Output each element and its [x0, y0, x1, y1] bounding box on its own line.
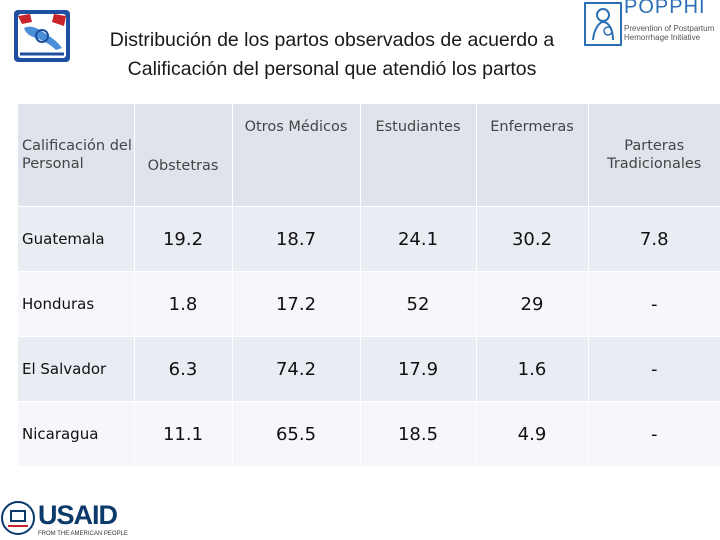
usaid-wordmark: USAID [38, 500, 118, 530]
table-cell: 1.8 [133, 271, 232, 337]
column-header: Obstetras [133, 104, 232, 207]
usaid-eagle-seal-icon [1, 501, 35, 535]
table-cell: 29 [475, 271, 588, 337]
table-header-row: Calificación del Personal Obstetras Otro… [18, 104, 720, 207]
slide-title: Distribución de los partos observados de… [109, 29, 555, 80]
column-header: Parteras Tradicionales [587, 104, 720, 207]
table-cell: 4.9 [475, 401, 588, 466]
popphi-logo: POPPHI Prevention of Postpartum Hemorrha… [584, 0, 720, 52]
popphi-logo-icon [584, 2, 622, 46]
column-header: Calificación del Personal [18, 104, 134, 207]
popphi-name: POPPHI [624, 0, 706, 18]
table-cell: 1.6 [475, 336, 588, 402]
country-cell: Guatemala [18, 206, 134, 272]
delivery-distribution-table: Calificación del Personal Obstetras Otro… [18, 104, 720, 466]
table-cell: - [587, 271, 720, 337]
usaid-logo: USAID FROM THE AMERICAN PEOPLE [38, 500, 128, 540]
table-cell: 19.2 [133, 206, 232, 272]
table-cell: - [587, 336, 720, 402]
table-row: Guatemala 19.2 18.7 24.1 30.2 7.8 [18, 206, 720, 272]
table-cell: 11.1 [133, 401, 232, 466]
table-row: Nicaragua 11.1 65.5 18.5 4.9 - [18, 401, 720, 466]
table-row: Honduras 1.8 17.2 52 29 - [18, 271, 720, 337]
country-cell: El Salvador [18, 336, 134, 402]
table-cell: 74.2 [231, 336, 360, 402]
table-cell: 24.1 [359, 206, 476, 272]
country-cell: Honduras [18, 271, 134, 337]
table-cell: 17.2 [231, 271, 360, 337]
table-cell: - [587, 401, 720, 466]
column-header: Estudiantes [359, 104, 476, 207]
column-header: Enfermeras [475, 104, 588, 207]
popphi-subtitle: Prevention of Postpartum Hemorrhage Init… [624, 24, 715, 42]
central-america-emblem-icon [14, 10, 70, 62]
table-cell: 65.5 [231, 401, 360, 466]
table-cell: 6.3 [133, 336, 232, 402]
table-cell: 30.2 [475, 206, 588, 272]
column-header: Otros Médicos [231, 104, 360, 207]
table-cell: 17.9 [359, 336, 476, 402]
table-cell: 18.7 [231, 206, 360, 272]
table-cell: 18.5 [359, 401, 476, 466]
table-cell: 7.8 [587, 206, 720, 272]
country-cell: Nicaragua [18, 401, 134, 466]
table-cell: 52 [359, 271, 476, 337]
usaid-tagline: FROM THE AMERICAN PEOPLE [38, 531, 128, 537]
table-row: El Salvador 6.3 74.2 17.9 1.6 - [18, 336, 720, 402]
